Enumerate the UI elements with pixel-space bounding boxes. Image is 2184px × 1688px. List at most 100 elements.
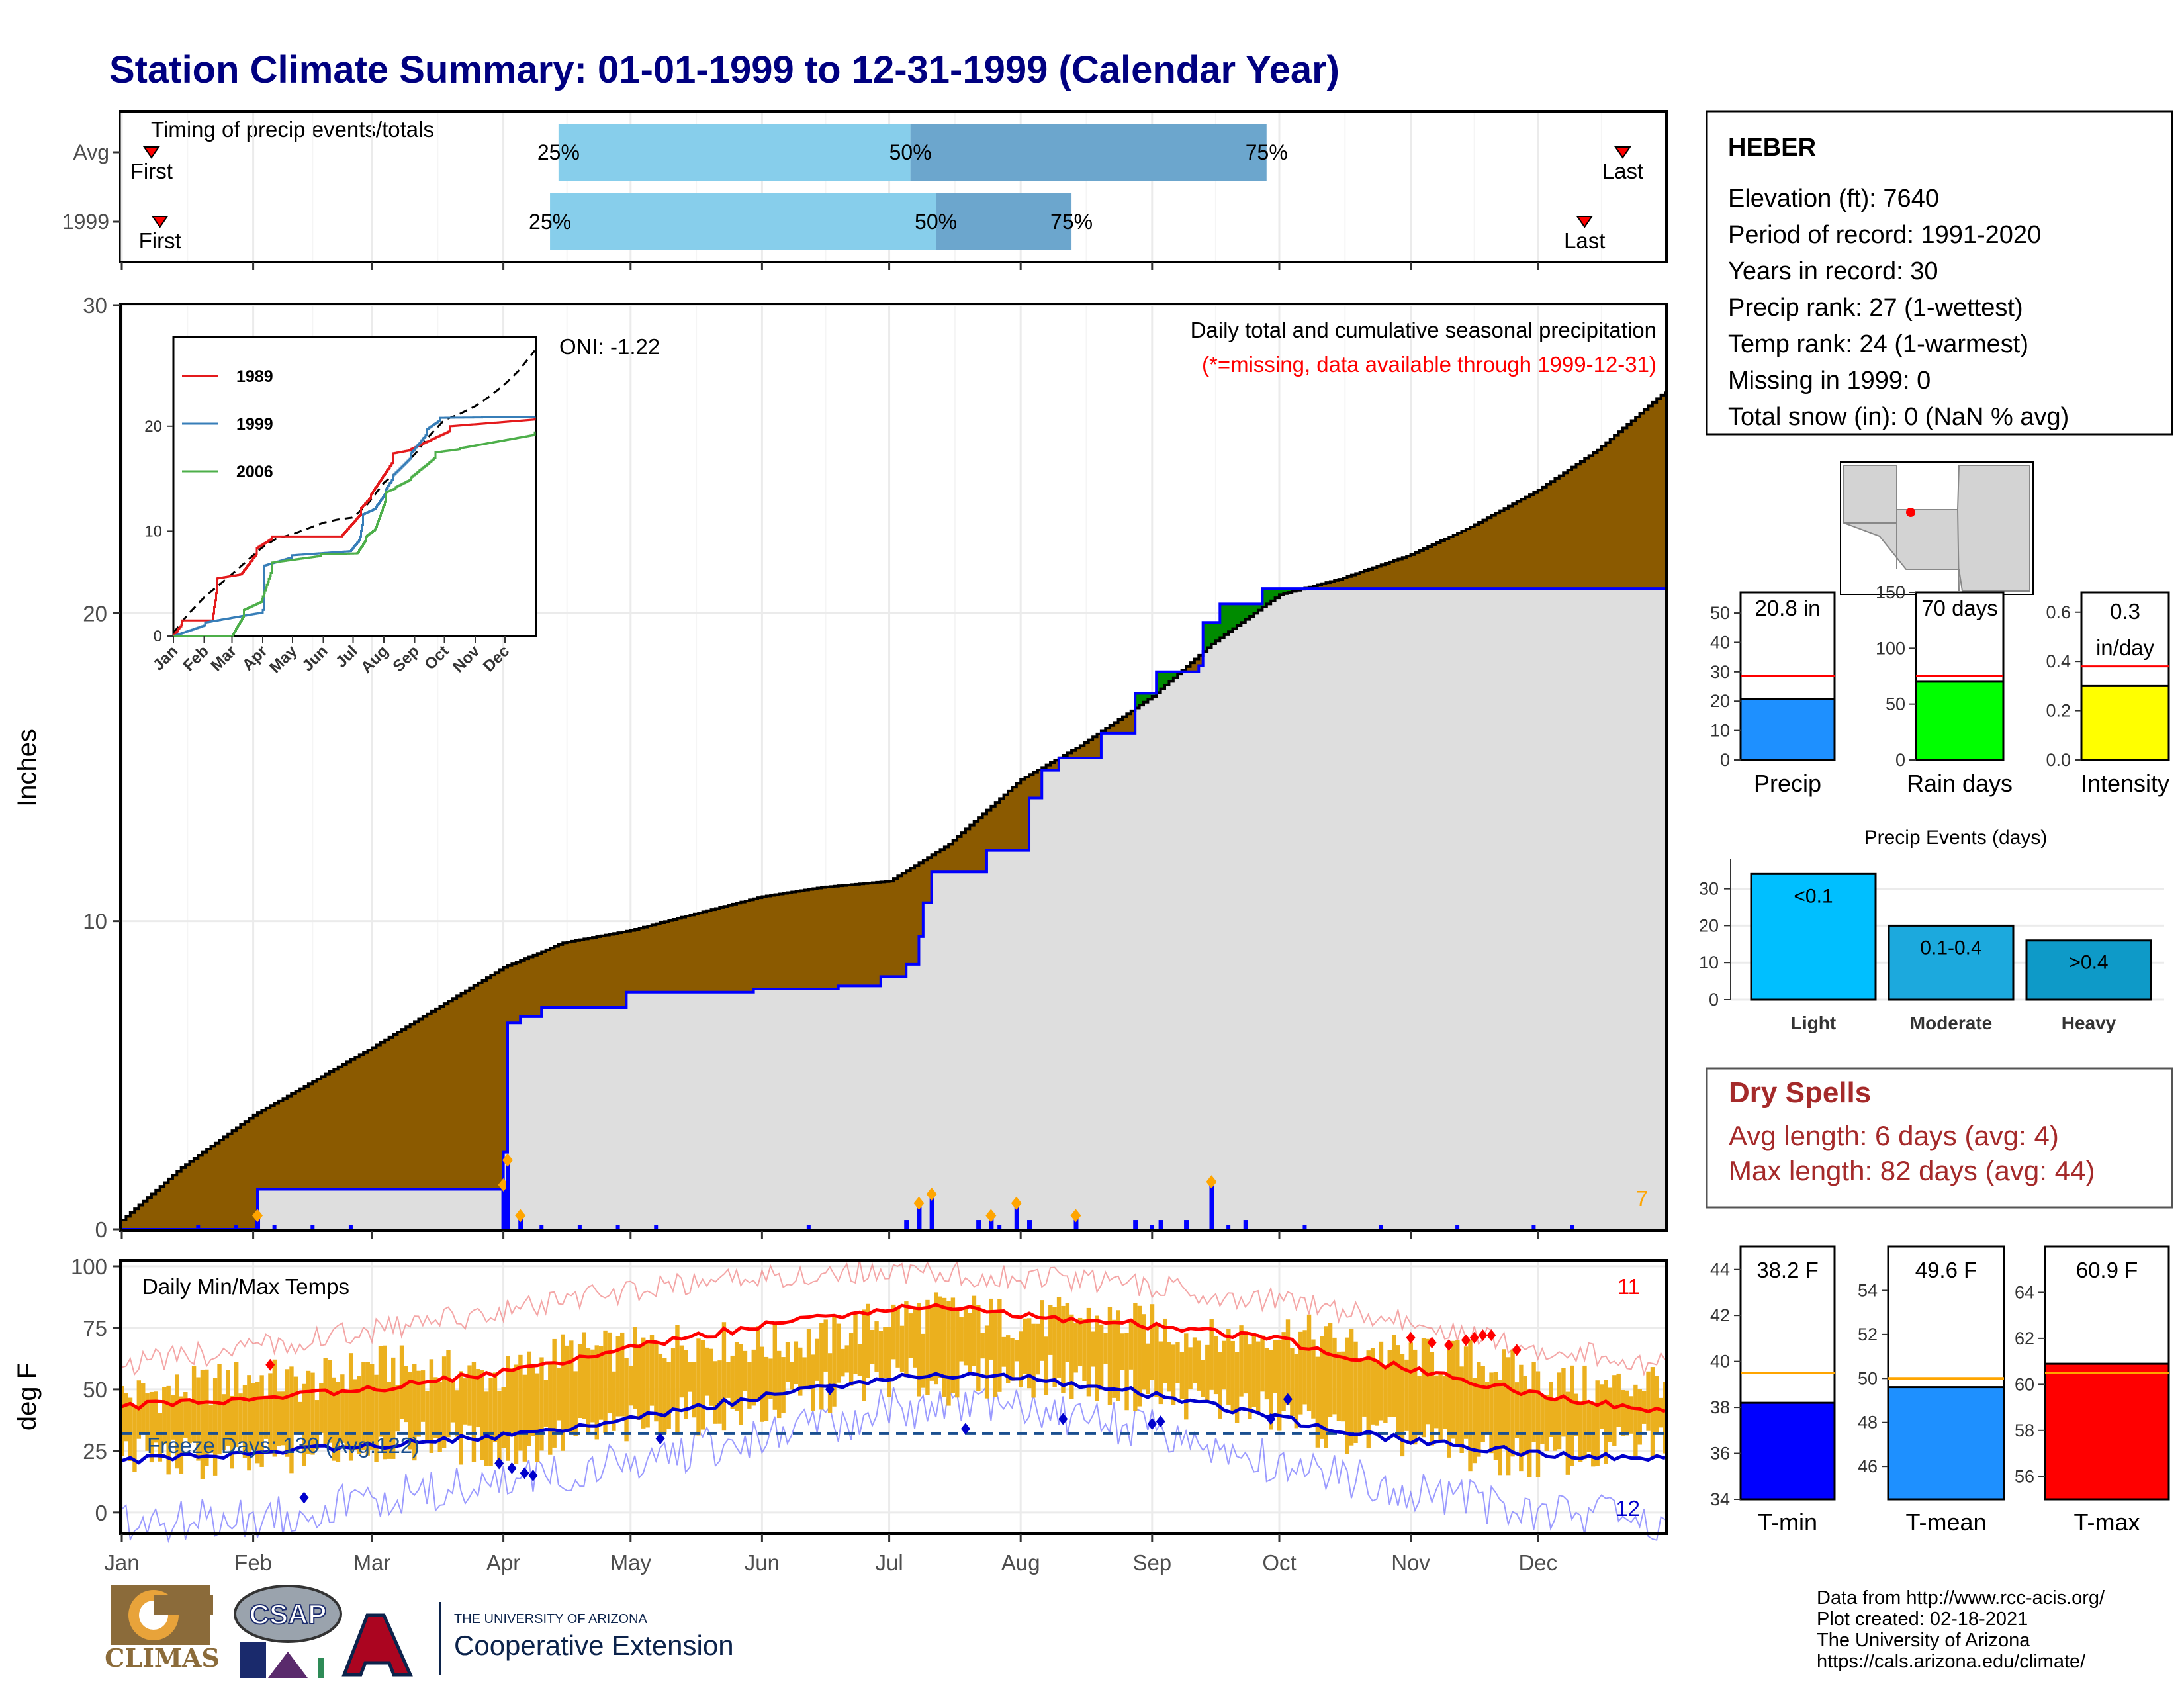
daily-temp-bar (1574, 1393, 1578, 1436)
daily-temp-bar (1298, 1331, 1303, 1415)
month-label: Aug (1001, 1550, 1040, 1575)
daily-precip-trace (577, 1225, 582, 1229)
record-low-marker (1058, 1413, 1068, 1425)
daily-temp-bar (1234, 1352, 1240, 1423)
temp-summary-tick-label: 34 (1710, 1489, 1730, 1509)
daily-temp-bar (527, 1351, 531, 1446)
daily-temp-bar (675, 1325, 680, 1435)
daily-temp-bar (488, 1378, 493, 1466)
event-category-label: Moderate (1910, 1013, 1992, 1033)
temp-summary-tick-label: 52 (1858, 1325, 1878, 1344)
month-label: Jun (745, 1550, 780, 1575)
daily-temp-bar (1128, 1319, 1134, 1370)
daily-precip-trace (272, 1225, 277, 1229)
daily-temp-bar (277, 1391, 281, 1446)
daily-temp-bar (1120, 1333, 1125, 1370)
daily-precip-bar (904, 1220, 909, 1229)
daily-temp-bar (1044, 1336, 1049, 1395)
summary-bar-tick-label: 20 (1710, 691, 1730, 711)
daily-temp-bar (1315, 1356, 1320, 1448)
inset-y-tick-label: 20 (144, 418, 162, 436)
daily-temp-bar (1112, 1319, 1116, 1398)
daily-temp-bar (1633, 1384, 1638, 1456)
daily-temp-bar (1586, 1401, 1592, 1452)
month-label: Sep (1132, 1550, 1171, 1575)
daily-temp-bar (501, 1387, 506, 1448)
daily-temp-bar (976, 1305, 981, 1391)
timing-label-25: 25% (529, 210, 571, 234)
record-low-marker (520, 1467, 529, 1479)
daily-temp-bar (1065, 1303, 1070, 1362)
daily-temp-bar (281, 1391, 285, 1446)
daily-temp-bar (565, 1345, 570, 1429)
daily-temp-bar (306, 1370, 311, 1454)
precip-deficit-area (122, 395, 1665, 1230)
daily-temp-bar (590, 1349, 595, 1423)
daily-temp-bar (1277, 1340, 1282, 1431)
daily-temp-bar (938, 1296, 942, 1378)
daily-temp-bar (870, 1329, 875, 1365)
daily-temp-bar (1294, 1354, 1299, 1429)
daily-temp-bar (298, 1401, 302, 1435)
precip-header: Daily total and cumulative seasonal prec… (1191, 318, 1657, 342)
daily-temp-bar (1133, 1303, 1138, 1411)
daily-temp-bar (768, 1358, 773, 1399)
temp-count-top: 11 (1617, 1274, 1640, 1299)
daily-temp-bar (365, 1362, 370, 1456)
daily-temp-bar (154, 1391, 158, 1443)
daily-temp-bar (1290, 1347, 1295, 1417)
temp-summary-tick-label: 40 (1710, 1352, 1730, 1372)
daily-temp-bar (1544, 1395, 1549, 1451)
record-high-marker (1444, 1338, 1454, 1351)
daily-temp-bar (582, 1332, 586, 1419)
record-low-marker (1147, 1417, 1157, 1430)
daily-temp-bar (1273, 1340, 1277, 1393)
daily-temp-bar (497, 1391, 502, 1461)
daily-temp-bar (832, 1315, 837, 1407)
daily-temp-bar (1103, 1333, 1108, 1364)
daily-temp-bar (319, 1383, 324, 1433)
daily-temp-bar (561, 1334, 565, 1451)
daily-temp-bar (594, 1345, 599, 1440)
station-name: HEBER (1728, 134, 1816, 162)
daily-temp-bar (446, 1350, 451, 1438)
daily-temp-bar (1417, 1376, 1422, 1436)
daily-temp-bar (179, 1396, 184, 1474)
summary-bar-tick-label: 0.0 (2046, 750, 2071, 770)
daily-temp-bar (1612, 1375, 1617, 1446)
daily-temp-bar (984, 1325, 989, 1399)
daily-temp-bar (514, 1364, 519, 1464)
daily-temp-bar (670, 1348, 676, 1410)
daily-temp-bar (751, 1349, 756, 1406)
temp-summary-tick-label: 46 (1858, 1456, 1878, 1476)
daily-temp-bar (1514, 1382, 1520, 1438)
daily-temp-bar (1091, 1331, 1095, 1367)
daily-temp-bar (221, 1394, 226, 1450)
daily-temp-bar (518, 1354, 523, 1451)
daily-temp-bar (467, 1365, 472, 1426)
temp-y-tick-label: 25 (83, 1439, 107, 1464)
summary-bar-value-label: 20.8 in (1754, 596, 1820, 620)
station-info-line: Missing in 1999: 0 (1728, 367, 1931, 395)
daily-temp-bar (806, 1329, 811, 1387)
university-of-arizona-logo: THE UNIVERSITY OF ARIZONA Cooperative Ex… (341, 1602, 734, 1677)
daily-precip-trace (310, 1225, 315, 1229)
daily-temp-bar (1158, 1341, 1163, 1405)
temp-y-tick-label: 75 (83, 1316, 107, 1340)
event-category-label: Heavy (2062, 1013, 2116, 1033)
temp-summary-tick-label: 56 (2015, 1466, 2034, 1486)
station-info-line: Elevation (ft): 7640 (1728, 185, 1939, 212)
daily-temp-bar (374, 1374, 379, 1462)
daily-temp-bar (492, 1372, 498, 1442)
daily-temp-bar (1498, 1380, 1502, 1476)
events-y-tick-label: 30 (1699, 879, 1719, 899)
daily-temp-bar (1595, 1380, 1600, 1466)
daily-temp-bar (450, 1382, 455, 1423)
page-title: Station Climate Summary: 01-01-1999 to 1… (109, 48, 1340, 91)
summary-bar-tick-label: 0.2 (2046, 701, 2071, 721)
daily-temp-bar (917, 1303, 921, 1397)
station-info-line: Temp rank: 24 (1-warmest) (1728, 330, 2028, 358)
avg-min-line (121, 1372, 1666, 1465)
